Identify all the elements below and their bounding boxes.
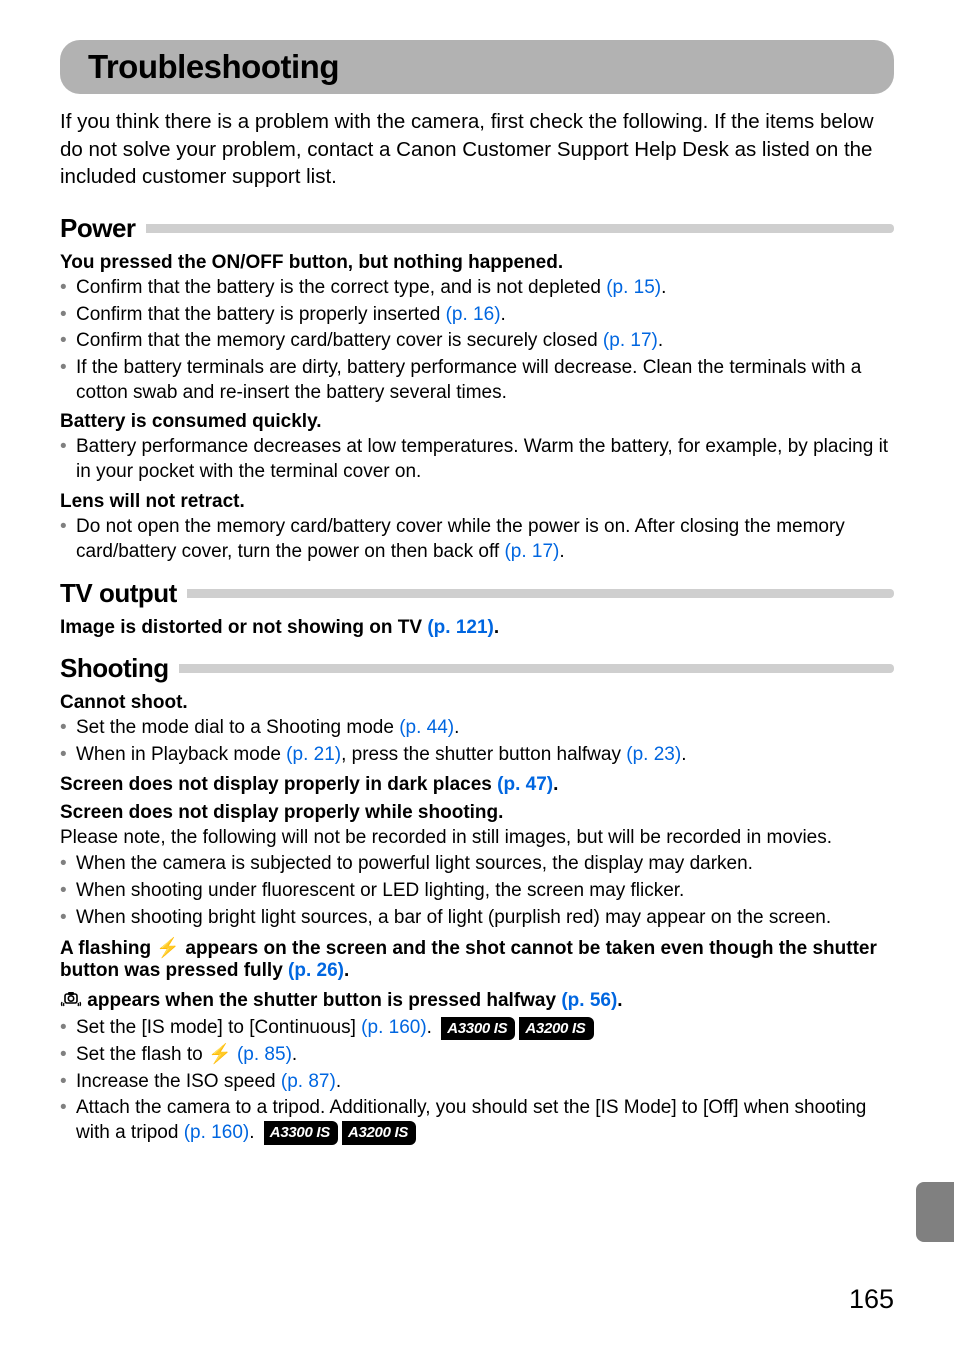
flash-icon: ⚡ [208,1044,232,1065]
text: A flashing [60,938,156,959]
page-ref-link[interactable]: (p. 47) [497,774,553,795]
text: . [336,1071,341,1092]
page-ref-link[interactable]: (p. 26) [288,960,344,981]
text: . [661,277,666,298]
text: . [681,744,686,765]
heading-rule [179,664,894,673]
power-sub2-bullets: Battery performance decreases at low tem… [60,435,894,484]
model-badge: A3300 IS [264,1121,338,1145]
text: . [617,990,622,1011]
list-item: When the camera is subjected to powerful… [60,852,894,877]
page-ref-link[interactable]: (p. 87) [281,1071,336,1092]
shooting-heading: Shooting [60,653,179,684]
text: Increase the ISO speed [76,1071,281,1092]
text: . [553,774,558,795]
page-ref-link[interactable]: (p. 160) [184,1122,249,1143]
page-title: Troubleshooting [88,48,866,86]
camera-shake-icon [60,988,82,1014]
list-item: Confirm that the battery is properly ins… [60,303,894,328]
text: Confirm that the battery is the correct … [76,277,606,298]
heading-rule [146,224,894,233]
model-badge: A3200 IS [519,1017,593,1041]
model-badge: A3200 IS [342,1121,416,1145]
text: Confirm that the battery is properly ins… [76,304,446,325]
text: . [292,1044,297,1065]
page-ref-link[interactable]: (p. 44) [399,717,454,738]
page-ref-link[interactable]: (p. 16) [446,304,501,325]
text: . [344,960,349,981]
text: . [427,1017,438,1038]
text: Image is distorted or not showing on TV [60,617,427,638]
page-ref-link[interactable]: (p. 160) [361,1017,426,1038]
text: . [454,717,459,738]
flash-icon: ⚡ [156,938,180,959]
power-sub3-bullets: Do not open the memory card/battery cove… [60,515,894,564]
text: Set the [IS mode] to [Continuous] [76,1017,361,1038]
tv-sub1: Image is distorted or not showing on TV … [60,617,894,639]
page-title-bar: Troubleshooting [60,40,894,94]
text: Set the mode dial to a Shooting mode [76,717,399,738]
list-item: Set the flash to ⚡ (p. 85). [60,1043,894,1068]
shooting-sub3-bullets: When the camera is subjected to powerful… [60,852,894,930]
text: Screen does not display properly in dark… [60,774,497,795]
heading-rule [187,589,894,598]
page-ref-link[interactable]: (p. 85) [232,1044,292,1065]
model-badge: A3300 IS [441,1017,515,1041]
shooting-sub3: Screen does not display properly while s… [60,802,894,824]
shooting-sub1-bullets: Set the mode dial to a Shooting mode (p.… [60,716,894,767]
list-item: Do not open the memory card/battery cove… [60,515,894,564]
page-ref-link[interactable]: (p. 21) [286,744,341,765]
text: Set the flash to [76,1044,208,1065]
text: . [658,330,663,351]
section-heading-shooting: Shooting [60,653,894,684]
list-item: Confirm that the battery is the correct … [60,276,894,301]
list-item: If the battery terminals are dirty, batt… [60,356,894,405]
section-heading-tv: TV output [60,578,894,609]
page-ref-link[interactable]: (p. 56) [561,990,617,1011]
list-item: Attach the camera to a tripod. Additiona… [60,1096,894,1145]
shooting-sub3-body: Please note, the following will not be r… [60,826,894,851]
shooting-sub5: appears when the shutter button is press… [60,988,894,1014]
list-item: Battery performance decreases at low tem… [60,435,894,484]
text: Confirm that the memory card/battery cov… [76,330,603,351]
page-ref-link[interactable]: (p. 17) [504,541,559,562]
text: appears when the shutter button is press… [82,990,561,1011]
tv-heading: TV output [60,578,187,609]
text: . [559,541,564,562]
text: . [249,1122,260,1143]
power-sub1: You pressed the ON/OFF button, but nothi… [60,252,894,274]
page-ref-link[interactable]: (p. 17) [603,330,658,351]
side-tab [916,1182,954,1242]
shooting-sub4: A flashing ⚡ appears on the screen and t… [60,936,894,982]
page-number: 165 [849,1284,894,1315]
list-item: Increase the ISO speed (p. 87). [60,1070,894,1095]
shooting-sub1: Cannot shoot. [60,692,894,714]
shooting-sub2: Screen does not display properly in dark… [60,774,894,796]
power-sub3: Lens will not retract. [60,491,894,513]
list-item: When shooting under fluorescent or LED l… [60,879,894,904]
text: . [501,304,506,325]
intro-text: If you think there is a problem with the… [60,108,894,191]
page-ref-link[interactable]: (p. 15) [606,277,661,298]
page-ref-link[interactable]: (p. 121) [427,617,494,638]
text: . [494,617,499,638]
power-sub2: Battery is consumed quickly. [60,411,894,433]
text: Do not open the memory card/battery cove… [76,516,845,562]
list-item: Confirm that the memory card/battery cov… [60,329,894,354]
text: When in Playback mode [76,744,286,765]
shooting-sub5-bullets: Set the [IS mode] to [Continuous] (p. 16… [60,1016,894,1145]
list-item: When shooting bright light sources, a ba… [60,906,894,931]
list-item: Set the [IS mode] to [Continuous] (p. 16… [60,1016,894,1041]
section-heading-power: Power [60,213,894,244]
list-item: When in Playback mode (p. 21), press the… [60,743,894,768]
page-ref-link[interactable]: (p. 23) [626,744,681,765]
power-heading: Power [60,213,146,244]
text: appears on the screen and the shot canno… [60,938,877,981]
power-sub1-bullets: Confirm that the battery is the correct … [60,276,894,405]
text: , press the shutter button halfway [341,744,626,765]
list-item: Set the mode dial to a Shooting mode (p.… [60,716,894,741]
